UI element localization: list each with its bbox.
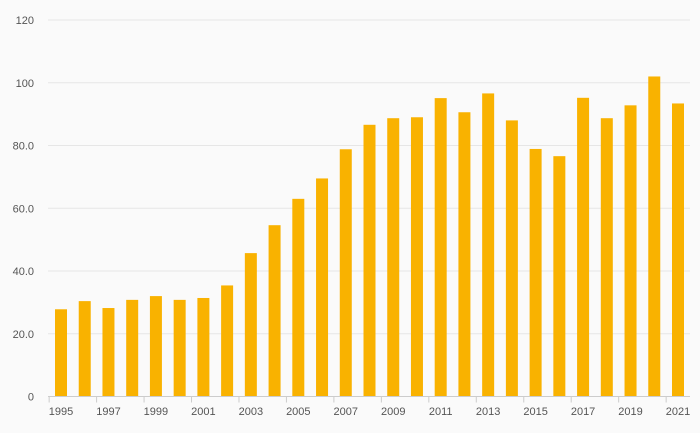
bar-2011 xyxy=(434,98,447,397)
bar-2017 xyxy=(577,97,590,397)
x-tick-label: 2003 xyxy=(239,406,263,418)
bar-2008 xyxy=(363,124,376,397)
x-tick-label: 2001 xyxy=(191,406,215,418)
y-tick-label: 80.0 xyxy=(13,141,34,153)
x-axis: 1995 1997 1999 2001 2003 2005 2007 2009 2011 2013… xyxy=(48,396,690,418)
x-tick-label: 2021 xyxy=(666,406,690,418)
bar-2013 xyxy=(482,93,495,397)
x-tick-label: 1997 xyxy=(96,406,120,418)
x-tick-label: 2005 xyxy=(286,406,310,418)
bar-2003 xyxy=(244,253,257,397)
bar-1998 xyxy=(126,299,139,397)
x-tick-label: 1999 xyxy=(144,406,168,418)
bar-1997 xyxy=(102,308,115,397)
x-tick-label: 2011 xyxy=(429,406,453,418)
x-tick-label: 2019 xyxy=(618,406,642,418)
y-tick-label: 20.0 xyxy=(13,329,34,341)
x-tick-label: 2009 xyxy=(381,406,405,418)
y-tick-label: 120 xyxy=(16,15,34,27)
bars xyxy=(55,76,684,397)
bar-2009 xyxy=(387,118,400,397)
bar-2006 xyxy=(316,178,329,397)
bar-2010 xyxy=(410,117,423,397)
x-tick-label: 2017 xyxy=(571,406,595,418)
bar-2005 xyxy=(292,198,305,397)
bar-2020 xyxy=(648,76,661,397)
bar-1995 xyxy=(55,309,67,397)
bar-2002 xyxy=(221,285,234,397)
x-tick-label: 2007 xyxy=(334,406,358,418)
y-tick-label: 60.0 xyxy=(13,203,34,215)
x-tick-label: 2015 xyxy=(523,406,547,418)
bar-2021 xyxy=(672,103,684,397)
bar-2007 xyxy=(339,149,352,397)
bar-2019 xyxy=(624,105,637,397)
bar-2004 xyxy=(268,225,281,397)
bar-1999 xyxy=(149,296,162,397)
x-tick-label: 2013 xyxy=(476,406,500,418)
y-tick-label: 0 xyxy=(28,392,34,404)
y-tick-label: 100 xyxy=(16,78,34,90)
bar-2016 xyxy=(553,156,566,397)
x-tick-label: 1995 xyxy=(49,406,73,418)
bar-2012 xyxy=(458,112,471,397)
bar-2014 xyxy=(505,120,518,397)
bar-2000 xyxy=(173,299,186,397)
y-axis: 0 20.0 40.0 60.0 80.0 100 120 xyxy=(13,15,34,404)
bar-2018 xyxy=(600,118,613,397)
bar-1996 xyxy=(78,301,91,397)
bar-2015 xyxy=(529,148,542,397)
y-tick-label: 40.0 xyxy=(13,266,34,278)
bar-2001 xyxy=(197,297,210,397)
